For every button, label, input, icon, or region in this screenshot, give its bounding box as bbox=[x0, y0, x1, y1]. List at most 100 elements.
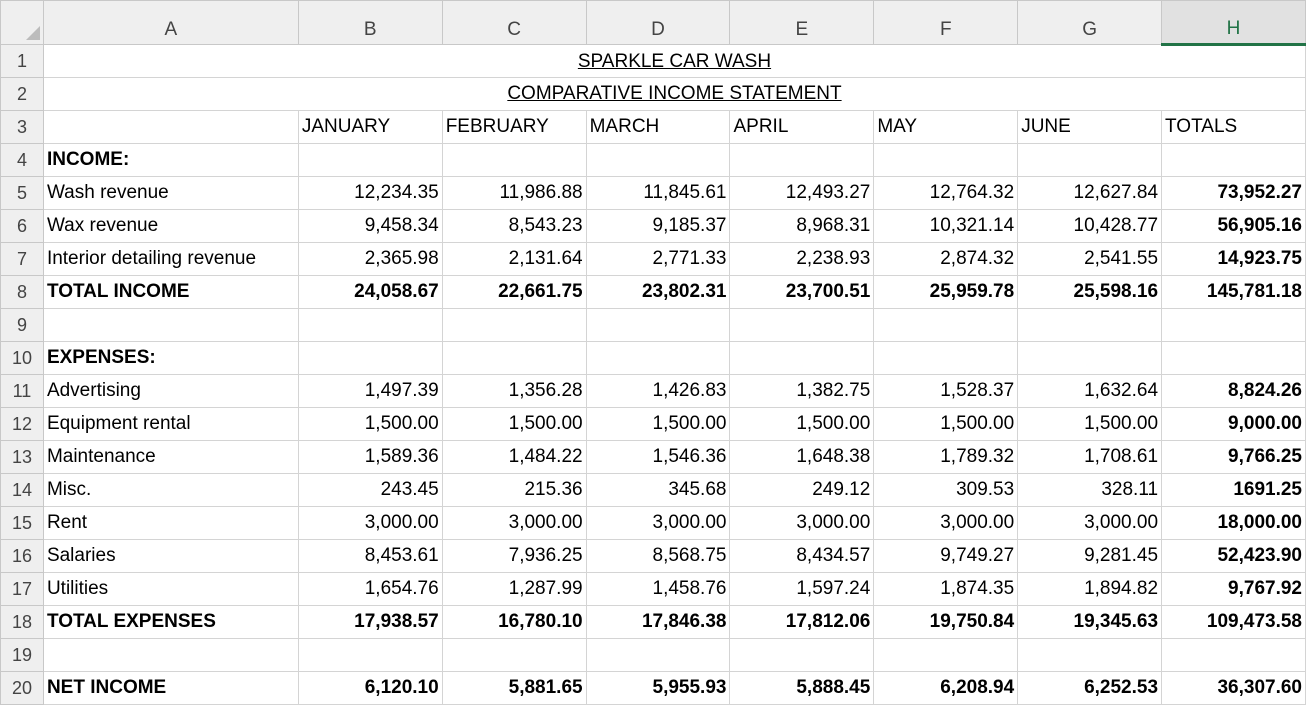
value-cell[interactable]: 2,365.98 bbox=[297, 242, 443, 276]
value-cell[interactable]: 3,000.00 bbox=[1017, 506, 1163, 540]
row-label-cell[interactable]: Advertising bbox=[42, 374, 299, 408]
month-header-cell[interactable]: FEBRUARY bbox=[441, 110, 587, 144]
value-cell[interactable]: 19,750.84 bbox=[873, 605, 1019, 639]
cell[interactable] bbox=[585, 638, 731, 672]
row-header[interactable]: 12 bbox=[0, 407, 44, 441]
value-cell[interactable]: 9,458.34 bbox=[297, 209, 443, 243]
total-value-cell[interactable]: 36,307.60 bbox=[1161, 671, 1306, 705]
month-header-cell[interactable]: TOTALS bbox=[1161, 110, 1306, 144]
value-cell[interactable]: 249.12 bbox=[729, 473, 875, 507]
value-cell[interactable]: 19,345.63 bbox=[1017, 605, 1163, 639]
row-header[interactable]: 11 bbox=[0, 374, 44, 408]
value-cell[interactable]: 8,453.61 bbox=[297, 539, 443, 573]
value-cell[interactable]: 3,000.00 bbox=[729, 506, 875, 540]
value-cell[interactable]: 10,321.14 bbox=[873, 209, 1019, 243]
cell[interactable] bbox=[42, 308, 299, 342]
column-header-e[interactable]: E bbox=[729, 0, 875, 45]
total-value-cell[interactable]: 109,473.58 bbox=[1161, 605, 1306, 639]
row-header[interactable]: 5 bbox=[0, 176, 44, 210]
value-cell[interactable]: 12,234.35 bbox=[297, 176, 443, 210]
value-cell[interactable]: 1,632.64 bbox=[1017, 374, 1163, 408]
cell[interactable] bbox=[729, 638, 875, 672]
cell[interactable] bbox=[729, 341, 875, 375]
column-header-h[interactable]: H bbox=[1161, 0, 1306, 46]
row-header[interactable]: 9 bbox=[0, 308, 44, 342]
cell[interactable] bbox=[297, 308, 443, 342]
cell[interactable] bbox=[441, 143, 587, 177]
value-cell[interactable]: 17,938.57 bbox=[297, 605, 443, 639]
value-cell[interactable]: 1,500.00 bbox=[1017, 407, 1163, 441]
section-label-cell[interactable]: EXPENSES: bbox=[42, 341, 299, 375]
value-cell[interactable]: 12,764.32 bbox=[873, 176, 1019, 210]
value-cell[interactable]: 1,874.35 bbox=[873, 572, 1019, 606]
total-value-cell[interactable]: 73,952.27 bbox=[1161, 176, 1306, 210]
month-header-cell[interactable]: JUNE bbox=[1017, 110, 1163, 144]
value-cell[interactable]: 1,500.00 bbox=[585, 407, 731, 441]
cell[interactable] bbox=[297, 341, 443, 375]
month-header-cell[interactable]: JANUARY bbox=[297, 110, 443, 144]
row-label-cell[interactable]: Wash revenue bbox=[42, 176, 299, 210]
value-cell[interactable]: 1,528.37 bbox=[873, 374, 1019, 408]
row-header[interactable]: 10 bbox=[0, 341, 44, 375]
value-cell[interactable]: 1,484.22 bbox=[441, 440, 587, 474]
cell[interactable] bbox=[1161, 341, 1306, 375]
value-cell[interactable]: 328.11 bbox=[1017, 473, 1163, 507]
total-value-cell[interactable]: 52,423.90 bbox=[1161, 539, 1306, 573]
value-cell[interactable]: 1,654.76 bbox=[297, 572, 443, 606]
total-value-cell[interactable]: 18,000.00 bbox=[1161, 506, 1306, 540]
value-cell[interactable]: 3,000.00 bbox=[585, 506, 731, 540]
row-header[interactable]: 8 bbox=[0, 275, 44, 309]
value-cell[interactable]: 1,789.32 bbox=[873, 440, 1019, 474]
value-cell[interactable]: 1,426.83 bbox=[585, 374, 731, 408]
value-cell[interactable]: 5,888.45 bbox=[729, 671, 875, 705]
total-value-cell[interactable]: 9,767.92 bbox=[1161, 572, 1306, 606]
value-cell[interactable]: 16,780.10 bbox=[441, 605, 587, 639]
value-cell[interactable]: 17,812.06 bbox=[729, 605, 875, 639]
value-cell[interactable]: 1,500.00 bbox=[729, 407, 875, 441]
total-value-cell[interactable]: 8,824.26 bbox=[1161, 374, 1306, 408]
cell[interactable] bbox=[873, 308, 1019, 342]
total-value-cell[interactable]: 1691.25 bbox=[1161, 473, 1306, 507]
section-label-cell[interactable]: INCOME: bbox=[42, 143, 299, 177]
total-value-cell[interactable]: 9,766.25 bbox=[1161, 440, 1306, 474]
value-cell[interactable]: 6,208.94 bbox=[873, 671, 1019, 705]
row-header[interactable]: 1 bbox=[0, 44, 44, 78]
column-header-c[interactable]: C bbox=[441, 0, 587, 45]
value-cell[interactable]: 7,936.25 bbox=[441, 539, 587, 573]
total-value-cell[interactable]: 9,000.00 bbox=[1161, 407, 1306, 441]
row-header[interactable]: 3 bbox=[0, 110, 44, 144]
row-header[interactable]: 15 bbox=[0, 506, 44, 540]
cell[interactable] bbox=[297, 143, 443, 177]
value-cell[interactable]: 1,546.36 bbox=[585, 440, 731, 474]
value-cell[interactable]: 1,500.00 bbox=[873, 407, 1019, 441]
cell[interactable] bbox=[585, 341, 731, 375]
cell[interactable] bbox=[1017, 341, 1163, 375]
row-header[interactable]: 4 bbox=[0, 143, 44, 177]
value-cell[interactable]: 6,252.53 bbox=[1017, 671, 1163, 705]
value-cell[interactable]: 1,356.28 bbox=[441, 374, 587, 408]
month-header-cell[interactable]: APRIL bbox=[729, 110, 875, 144]
value-cell[interactable]: 8,968.31 bbox=[729, 209, 875, 243]
row-label-cell[interactable]: Wax revenue bbox=[42, 209, 299, 243]
total-value-cell[interactable]: 14,923.75 bbox=[1161, 242, 1306, 276]
value-cell[interactable]: 10,428.77 bbox=[1017, 209, 1163, 243]
row-header[interactable]: 13 bbox=[0, 440, 44, 474]
row-header[interactable]: 6 bbox=[0, 209, 44, 243]
value-cell[interactable]: 2,541.55 bbox=[1017, 242, 1163, 276]
row-label-cell[interactable]: Interior detailing revenue bbox=[42, 242, 299, 276]
value-cell[interactable]: 5,881.65 bbox=[441, 671, 587, 705]
cell[interactable] bbox=[1161, 143, 1306, 177]
value-cell[interactable]: 6,120.10 bbox=[297, 671, 443, 705]
value-cell[interactable]: 2,771.33 bbox=[585, 242, 731, 276]
value-cell[interactable]: 24,058.67 bbox=[297, 275, 443, 309]
row-label-cell[interactable]: TOTAL INCOME bbox=[42, 275, 299, 309]
row-header[interactable]: 14 bbox=[0, 473, 44, 507]
total-value-cell[interactable]: 145,781.18 bbox=[1161, 275, 1306, 309]
value-cell[interactable]: 12,493.27 bbox=[729, 176, 875, 210]
cell[interactable] bbox=[729, 143, 875, 177]
value-cell[interactable]: 5,955.93 bbox=[585, 671, 731, 705]
value-cell[interactable]: 9,281.45 bbox=[1017, 539, 1163, 573]
row-header[interactable]: 18 bbox=[0, 605, 44, 639]
value-cell[interactable]: 3,000.00 bbox=[441, 506, 587, 540]
row-label-cell[interactable]: Misc. bbox=[42, 473, 299, 507]
